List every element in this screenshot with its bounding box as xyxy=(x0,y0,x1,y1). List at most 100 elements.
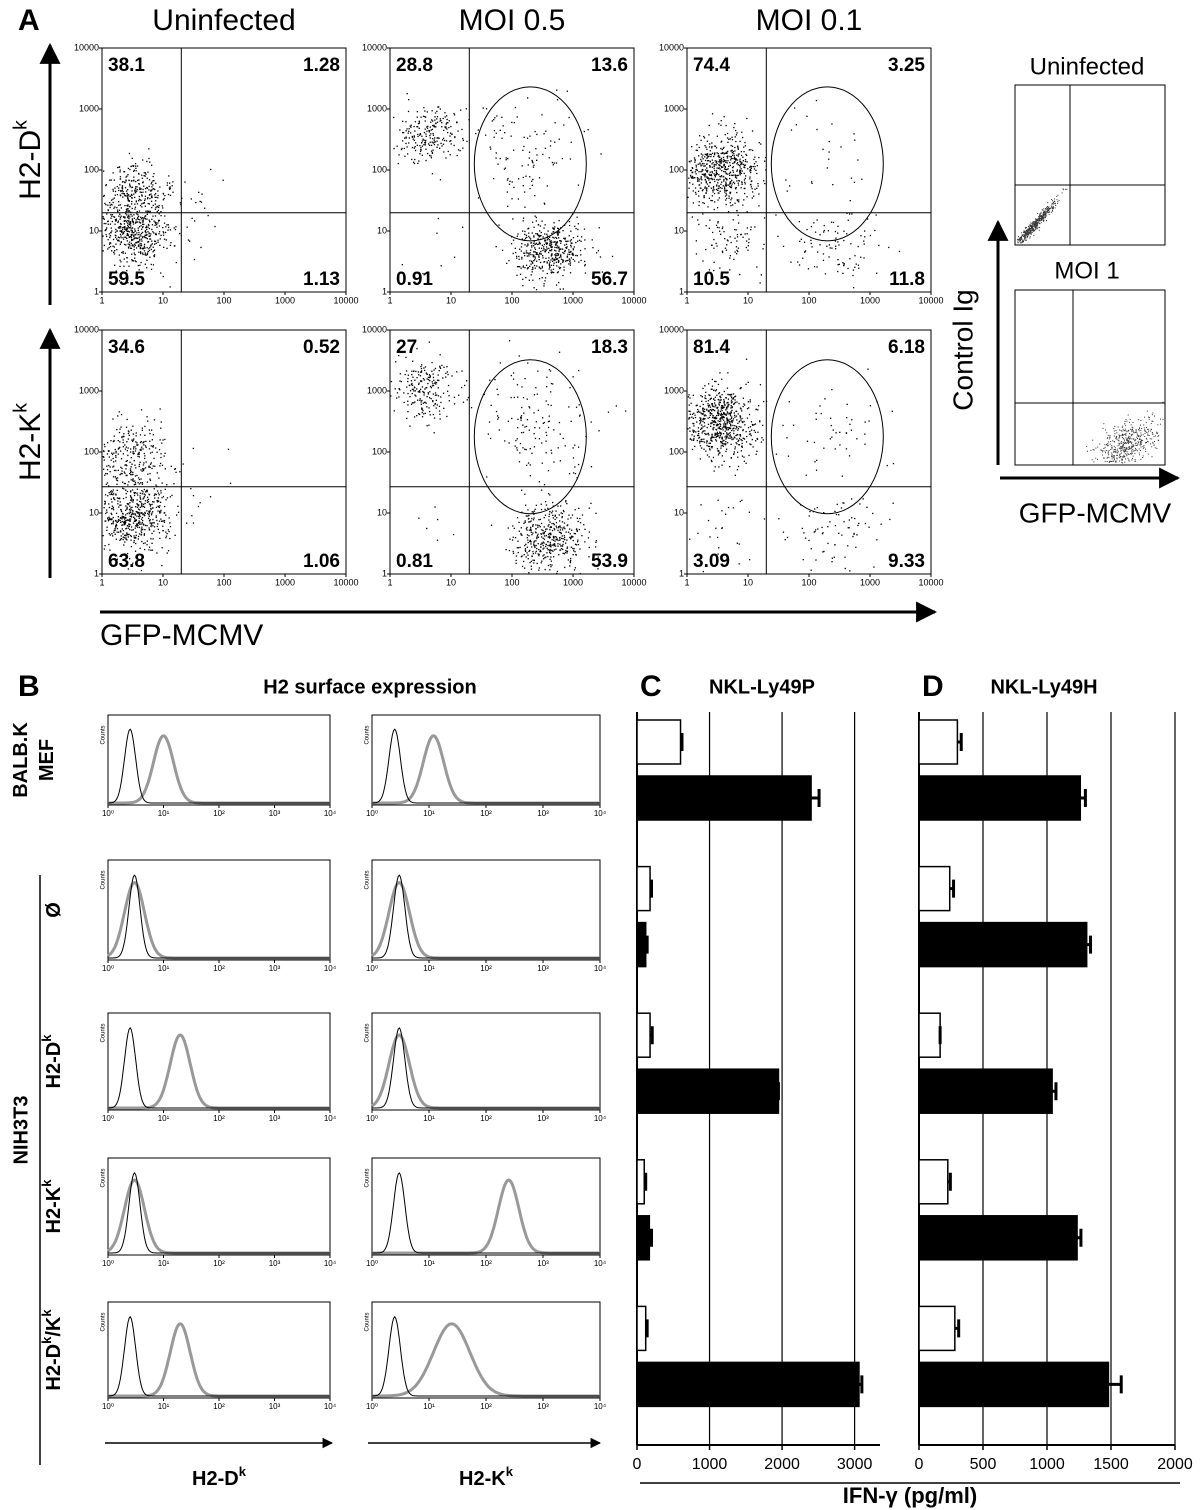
event-dot xyxy=(553,258,555,260)
event-dot xyxy=(729,186,732,188)
event-dot xyxy=(145,254,147,256)
event-dot xyxy=(749,183,752,186)
event-dot xyxy=(764,156,767,159)
event-dot xyxy=(152,180,154,182)
event-dot xyxy=(126,534,128,536)
event-dot xyxy=(148,466,150,468)
event-dot xyxy=(717,409,719,411)
event-dot xyxy=(731,409,733,412)
event-dot xyxy=(723,180,725,182)
event-dot xyxy=(432,149,434,151)
event-dot xyxy=(569,260,571,263)
event-dot xyxy=(550,382,553,385)
event-dot xyxy=(152,511,154,513)
event-dot xyxy=(526,236,528,238)
event-dot xyxy=(420,403,422,405)
event-dot xyxy=(169,244,171,246)
event-dot xyxy=(533,540,536,542)
event-dot xyxy=(756,187,758,189)
event-dot xyxy=(741,161,743,163)
event-dot xyxy=(435,407,437,409)
event-dot xyxy=(421,408,423,410)
event-dot xyxy=(155,182,157,184)
event-dot xyxy=(729,412,731,414)
event-dot xyxy=(752,149,754,152)
event-dot xyxy=(142,253,144,256)
event-dot xyxy=(518,521,520,524)
event-dot xyxy=(822,148,824,150)
event-dot xyxy=(726,423,728,425)
event-dot xyxy=(688,404,690,406)
event-dot xyxy=(139,247,141,250)
event-dot xyxy=(726,429,728,431)
event-dot xyxy=(522,217,525,219)
event-dot xyxy=(140,530,142,532)
event-dot xyxy=(729,171,731,173)
event-dot xyxy=(125,229,127,231)
event-dot xyxy=(134,244,136,246)
event-dot xyxy=(692,431,695,433)
event-dot xyxy=(546,239,549,241)
event-dot xyxy=(711,433,713,435)
event-dot xyxy=(107,223,109,225)
event-dot xyxy=(815,529,817,531)
event-dot xyxy=(115,538,117,540)
event-dot xyxy=(108,485,110,487)
event-dot xyxy=(711,403,713,405)
event-dot xyxy=(461,128,463,131)
event-dot xyxy=(709,153,711,155)
event-dot xyxy=(129,221,131,224)
event-dot xyxy=(152,175,154,178)
event-dot xyxy=(140,261,142,264)
event-dot xyxy=(716,434,718,436)
event-dot xyxy=(110,203,113,205)
event-dot xyxy=(713,238,715,241)
event-dot xyxy=(722,414,724,416)
event-dot xyxy=(534,243,536,245)
event-dot xyxy=(822,259,825,261)
event-dot xyxy=(442,137,445,139)
event-dot xyxy=(721,438,724,440)
event-dot xyxy=(548,239,551,241)
event-dot xyxy=(162,234,165,236)
event-dot xyxy=(123,482,126,485)
event-dot xyxy=(720,406,722,408)
event-dot xyxy=(509,538,511,540)
event-dot xyxy=(110,512,112,514)
event-dot xyxy=(529,561,531,564)
event-dot xyxy=(443,139,446,142)
event-dot xyxy=(751,130,754,132)
event-dot xyxy=(591,239,593,241)
event-dot xyxy=(549,244,551,246)
event-dot xyxy=(113,216,115,218)
event-dot xyxy=(133,448,135,450)
event-dot xyxy=(869,405,872,407)
event-dot xyxy=(107,248,109,250)
event-dot xyxy=(171,494,173,497)
event-dot xyxy=(132,440,134,443)
event-dot xyxy=(702,403,704,406)
event-dot xyxy=(739,164,741,166)
event-dot xyxy=(738,421,740,423)
event-dot xyxy=(175,261,177,264)
event-dot xyxy=(435,381,438,384)
event-dot xyxy=(731,145,734,147)
event-dot xyxy=(517,540,519,542)
event-dot xyxy=(141,540,143,543)
event-dot xyxy=(133,252,135,254)
y-tick-label: 10000 xyxy=(362,324,387,334)
event-dot xyxy=(700,412,702,414)
event-dot xyxy=(709,219,711,221)
event-dot xyxy=(729,202,731,204)
event-dot xyxy=(152,204,154,207)
event-dot xyxy=(695,168,698,171)
event-dot xyxy=(396,397,398,399)
event-dot xyxy=(131,227,134,229)
event-dot xyxy=(148,194,151,196)
event-dot xyxy=(423,107,425,109)
event-dot xyxy=(576,517,578,519)
event-dot xyxy=(548,257,550,259)
event-dot xyxy=(149,505,152,507)
event-dot xyxy=(148,511,150,514)
event-dot xyxy=(725,513,727,515)
